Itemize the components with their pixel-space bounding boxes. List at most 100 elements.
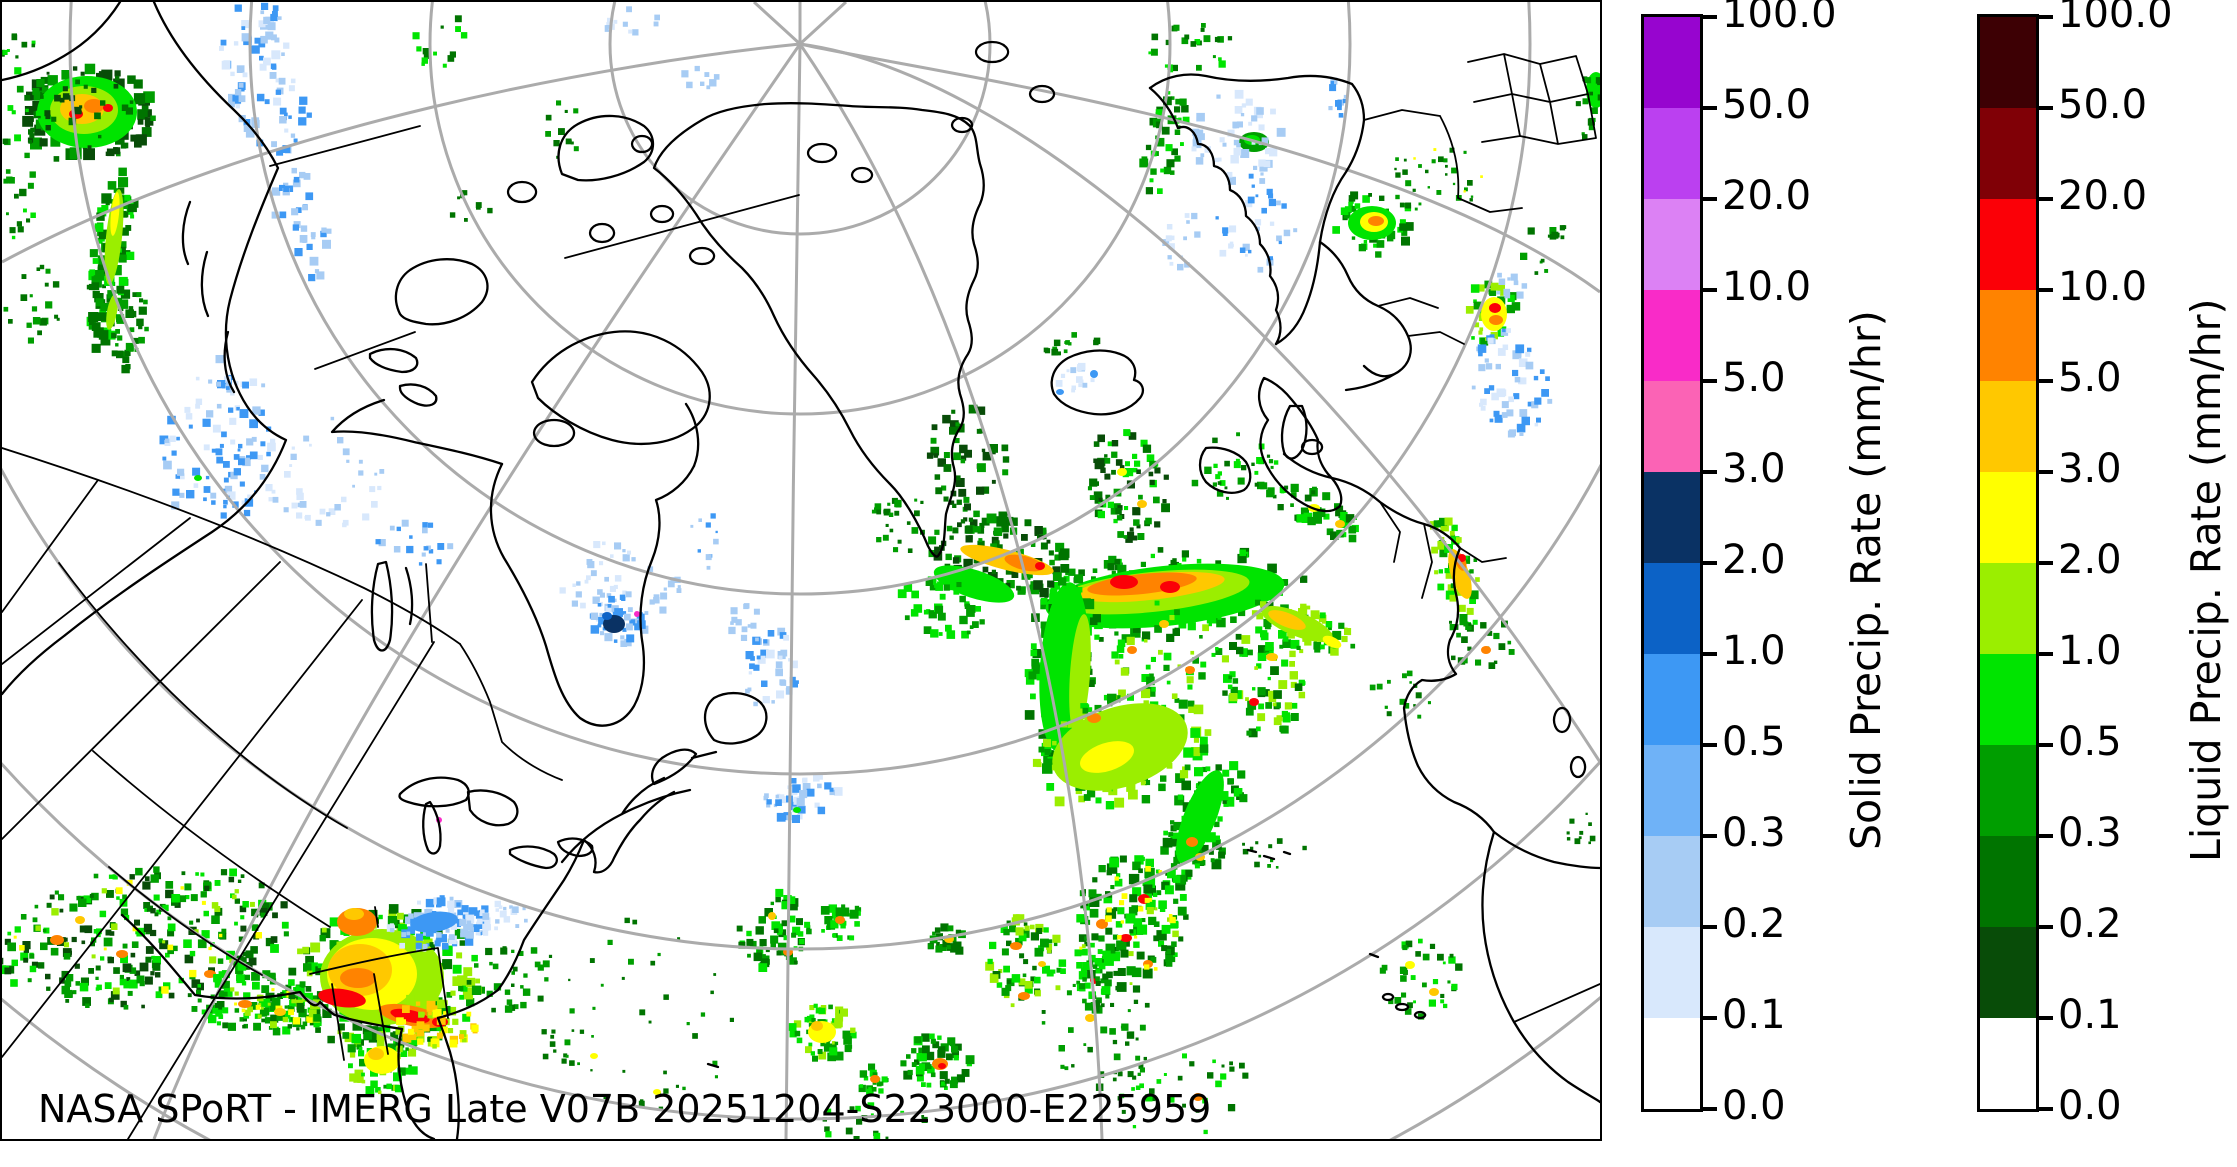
precip-speckle bbox=[545, 114, 552, 121]
precip-speckle bbox=[1253, 165, 1258, 170]
precip-speckle bbox=[829, 787, 834, 792]
precip-speckle bbox=[580, 602, 586, 609]
precip-speckle bbox=[223, 988, 233, 997]
precip-speckle bbox=[425, 898, 435, 908]
precip-speckle bbox=[42, 928, 47, 933]
precip-speckle bbox=[1456, 632, 1461, 638]
precip-speckle bbox=[894, 510, 900, 516]
precip-speckle bbox=[1258, 854, 1262, 858]
precip-speckle bbox=[1195, 157, 1204, 165]
precip-speckle bbox=[132, 337, 139, 344]
precip-speckle bbox=[167, 923, 176, 932]
precip-speckle bbox=[1054, 796, 1065, 807]
precip-speckle bbox=[105, 929, 112, 936]
precip-speckle bbox=[114, 70, 121, 77]
precip-speckle bbox=[1581, 132, 1585, 136]
precip-speckle bbox=[1046, 943, 1053, 950]
precip-speckle bbox=[1344, 628, 1352, 636]
precip-speckle bbox=[1150, 168, 1157, 175]
precip-speckle bbox=[1386, 711, 1392, 717]
precip-speckle bbox=[1066, 990, 1072, 996]
precip-speckle bbox=[1395, 172, 1401, 178]
precip-speckle bbox=[162, 940, 166, 944]
map-title-annotation: NASA SPoRT - IMERG Late V07B 20251204-S2… bbox=[38, 1087, 1211, 1131]
precip-speckle bbox=[1413, 1000, 1416, 1004]
precip-speckle bbox=[165, 952, 170, 958]
precip-speckle bbox=[1238, 608, 1246, 617]
precip-speckle bbox=[348, 1063, 353, 1069]
precip-speckle bbox=[27, 978, 32, 983]
precip-speckle bbox=[291, 502, 298, 509]
precip-speckle bbox=[447, 543, 454, 550]
precip-cell bbox=[1085, 1014, 1095, 1022]
precip-speckle bbox=[511, 949, 515, 953]
precip-speckle bbox=[261, 1006, 264, 1010]
precip-speckle bbox=[1242, 848, 1249, 855]
precip-speckle bbox=[136, 975, 145, 984]
precip-speckle bbox=[1214, 157, 1219, 163]
precip-speckle bbox=[122, 894, 127, 900]
precip-speckle bbox=[775, 668, 783, 677]
precip-speckle bbox=[1574, 838, 1581, 845]
precip-speckle bbox=[316, 271, 325, 280]
precip-speckle bbox=[1030, 932, 1039, 941]
precip-speckle bbox=[1093, 491, 1103, 500]
precip-speckle bbox=[361, 1072, 365, 1077]
precip-speckle bbox=[973, 510, 980, 518]
precip-speckle bbox=[1289, 661, 1295, 667]
precip-speckle bbox=[1058, 1045, 1065, 1052]
precip-speckle bbox=[1076, 376, 1083, 383]
precip-speckle bbox=[1106, 863, 1118, 874]
precip-speckle bbox=[120, 1000, 127, 1008]
precip-speckle bbox=[963, 517, 968, 522]
precip-speckle bbox=[69, 903, 78, 912]
precip-speckle bbox=[381, 1023, 391, 1033]
precip-speckle bbox=[1150, 1096, 1156, 1102]
precip-speckle bbox=[1437, 953, 1444, 961]
precip-speckle bbox=[1287, 630, 1295, 639]
precip-speckle bbox=[1254, 666, 1258, 670]
precip-speckle bbox=[1475, 577, 1480, 582]
precip-speckle bbox=[577, 1062, 580, 1066]
precip-speckle bbox=[24, 106, 34, 115]
colorbar-segment bbox=[1980, 472, 2036, 563]
precip-speckle bbox=[319, 508, 326, 515]
precip-speckle bbox=[244, 974, 250, 981]
precip-speckle bbox=[272, 912, 278, 919]
precip-speckle bbox=[1417, 714, 1422, 719]
colorbar-solid bbox=[1641, 14, 1717, 1112]
precip-speckle bbox=[1266, 188, 1273, 195]
lake-superior bbox=[398, 776, 470, 808]
precip-speckle bbox=[775, 661, 783, 669]
precip-speckle bbox=[315, 1027, 321, 1033]
precip-speckle bbox=[176, 436, 180, 441]
precip-speckle bbox=[1463, 150, 1467, 154]
precip-speckle bbox=[1188, 706, 1195, 713]
precip-speckle bbox=[1585, 77, 1592, 84]
precip-speckle bbox=[1248, 173, 1254, 179]
precip-speckle bbox=[245, 950, 254, 959]
precip-speckle bbox=[1221, 655, 1229, 663]
precip-speckle bbox=[71, 936, 77, 943]
lake-great-bear bbox=[368, 347, 419, 374]
precip-speckle bbox=[342, 519, 349, 526]
precip-speckle bbox=[940, 1081, 946, 1086]
precip-speckle bbox=[1582, 76, 1588, 82]
precip-speckle bbox=[421, 57, 428, 64]
precip-speckle bbox=[98, 229, 109, 240]
precip-speckle bbox=[296, 488, 303, 495]
precip-speckle bbox=[1245, 253, 1248, 257]
precip-speckle bbox=[1138, 868, 1143, 874]
precip-speckle bbox=[4, 967, 12, 975]
precip-speckle bbox=[870, 1113, 874, 1117]
precip-speckle bbox=[450, 990, 456, 996]
precip-speckle bbox=[1257, 266, 1264, 273]
precip-speckle bbox=[226, 387, 232, 393]
precip-speckle bbox=[1053, 339, 1061, 347]
colorbar-segment bbox=[1980, 654, 2036, 745]
precip-speckle bbox=[791, 681, 798, 688]
precip-speckle bbox=[558, 128, 565, 135]
precip-speckle bbox=[956, 1074, 965, 1083]
precip-speckle bbox=[990, 543, 997, 551]
precip-speckle bbox=[1194, 863, 1200, 869]
